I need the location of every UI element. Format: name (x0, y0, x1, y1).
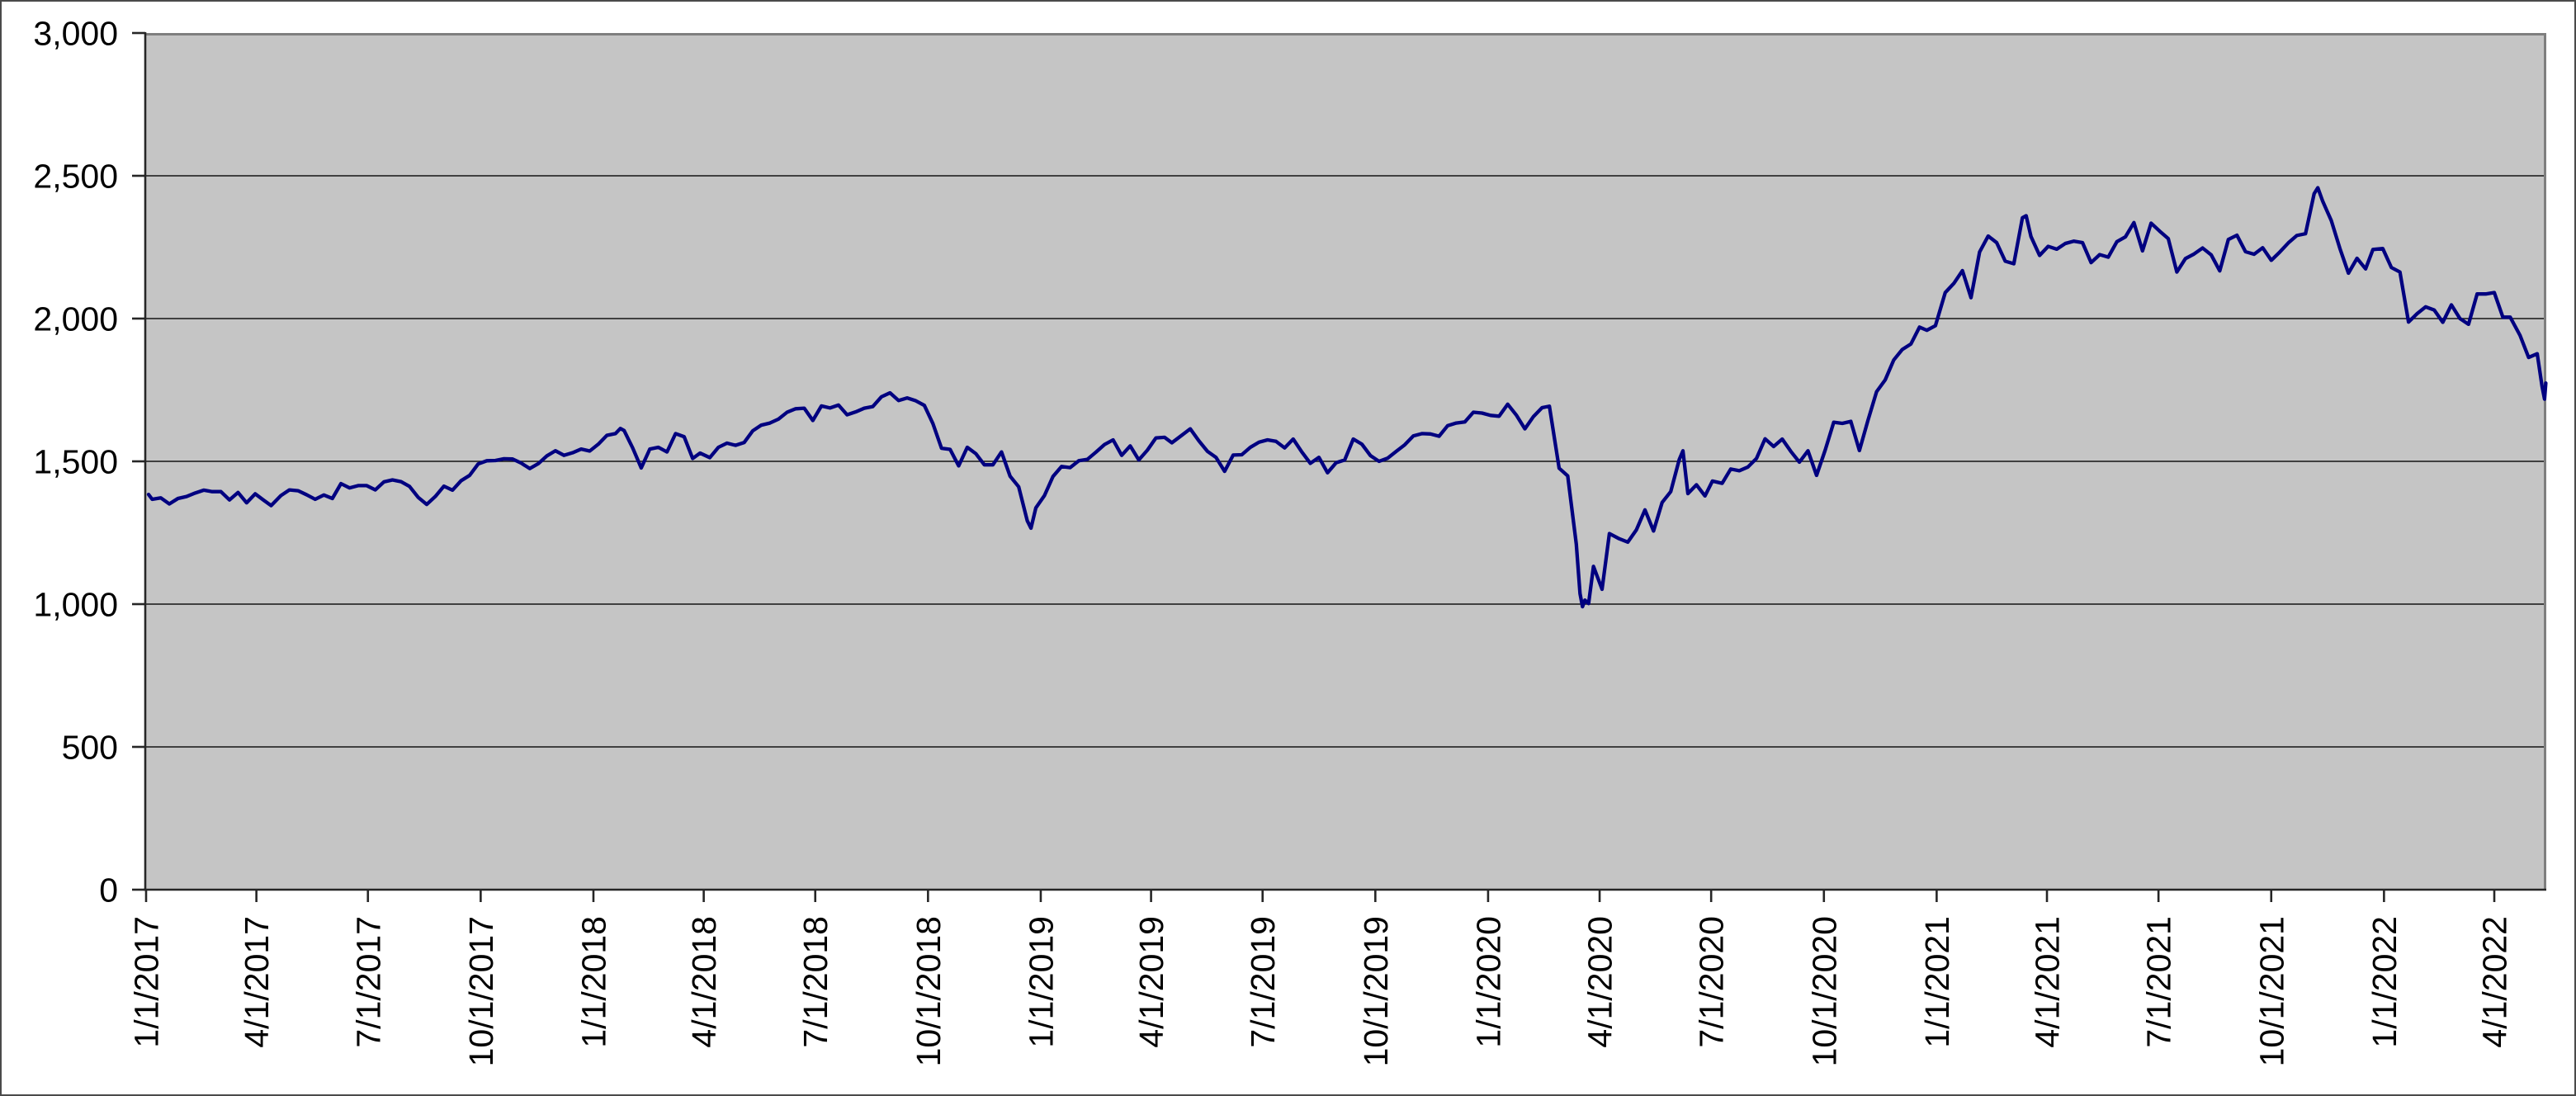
y-tick-label: 1,500 (33, 443, 118, 481)
y-tick-label: 2,000 (33, 300, 118, 338)
x-tick-label: 4/1/2021 (2029, 916, 2067, 1048)
x-tick-label: 7/1/2019 (1244, 916, 1282, 1048)
x-tick-label: 1/1/2021 (1918, 916, 1956, 1048)
x-tick-label: 7/1/2017 (349, 916, 387, 1048)
x-tick-label: 10/1/2021 (2252, 916, 2290, 1066)
x-tick-label: 1/1/2020 (1469, 916, 1507, 1048)
x-tick-label: 7/1/2021 (2140, 916, 2178, 1048)
x-tick-label: 4/1/2017 (238, 916, 276, 1048)
y-tick-label: 3,000 (33, 15, 118, 53)
x-tick-label: 4/1/2022 (2476, 916, 2514, 1048)
y-tick-label: 2,500 (33, 158, 118, 196)
x-tick-label: 10/1/2019 (1357, 916, 1395, 1066)
y-tick-label: 1,000 (33, 586, 118, 624)
x-tick-label: 4/1/2020 (1581, 916, 1619, 1048)
x-tick-label: 10/1/2018 (910, 916, 948, 1066)
x-tick-label: 1/1/2019 (1022, 916, 1060, 1048)
y-tick-label: 0 (99, 872, 118, 909)
x-tick-label: 4/1/2018 (685, 916, 723, 1048)
x-tick-label: 10/1/2017 (462, 916, 500, 1066)
x-tick-label: 7/1/2018 (796, 916, 834, 1048)
x-tick-label: 1/1/2022 (2366, 916, 2403, 1048)
series-line (146, 186, 2548, 609)
x-tick-label: 1/1/2017 (128, 916, 166, 1048)
x-tick-label: 1/1/2018 (574, 916, 612, 1048)
x-tick-label: 10/1/2020 (1805, 916, 1843, 1066)
x-tick-label: 7/1/2020 (1693, 916, 1731, 1048)
y-tick-label: 500 (62, 729, 118, 767)
x-tick-label: 4/1/2019 (1132, 916, 1170, 1048)
